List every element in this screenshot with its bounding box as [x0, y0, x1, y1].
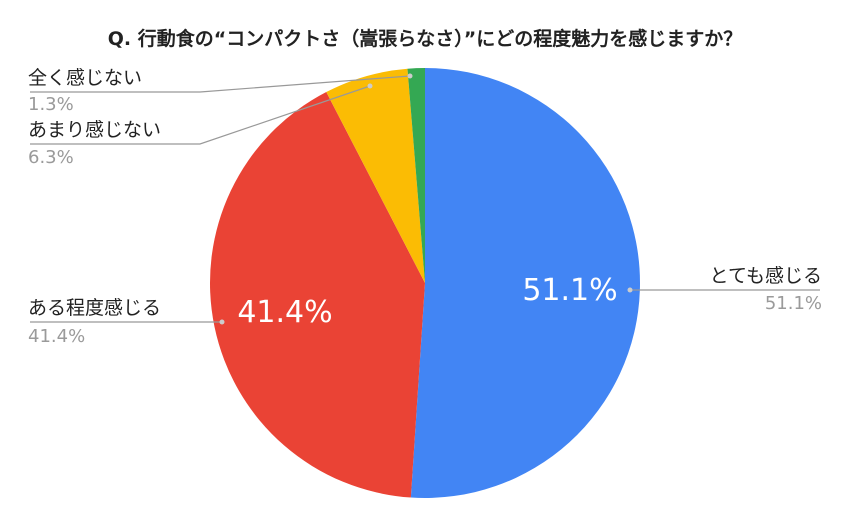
label-none: 全く感じない [28, 67, 142, 89]
pct-not-much: 6.3% [28, 147, 74, 168]
label-not-much: あまり感じない [28, 119, 161, 141]
pie-slice-0 [410, 68, 640, 498]
leader-dot [627, 287, 633, 293]
pie-slice-2 [326, 68, 425, 283]
leader-line-none [30, 75, 411, 93]
label-very: とても感じる [710, 265, 822, 287]
pie-slice-3 [407, 68, 425, 283]
inner-label-somewhat: 41.4% [237, 295, 332, 330]
inner-label-very: 51.1% [522, 273, 617, 308]
pie-slice-1 [210, 92, 425, 498]
label-somewhat: ある程度感じる [28, 297, 161, 319]
pct-somewhat: 41.4% [28, 326, 85, 347]
leader-line-not-much [30, 85, 371, 145]
leader-dot [367, 83, 373, 89]
pct-none: 1.3% [28, 94, 74, 115]
pct-very: 51.1% [765, 293, 822, 314]
leader-dot [219, 319, 225, 325]
chart-title: Q. 行動食の“コンパクトさ（嵩張らなさ）”にどの程度魅力を感じますか？ [108, 27, 742, 50]
leader-dot [407, 73, 413, 79]
